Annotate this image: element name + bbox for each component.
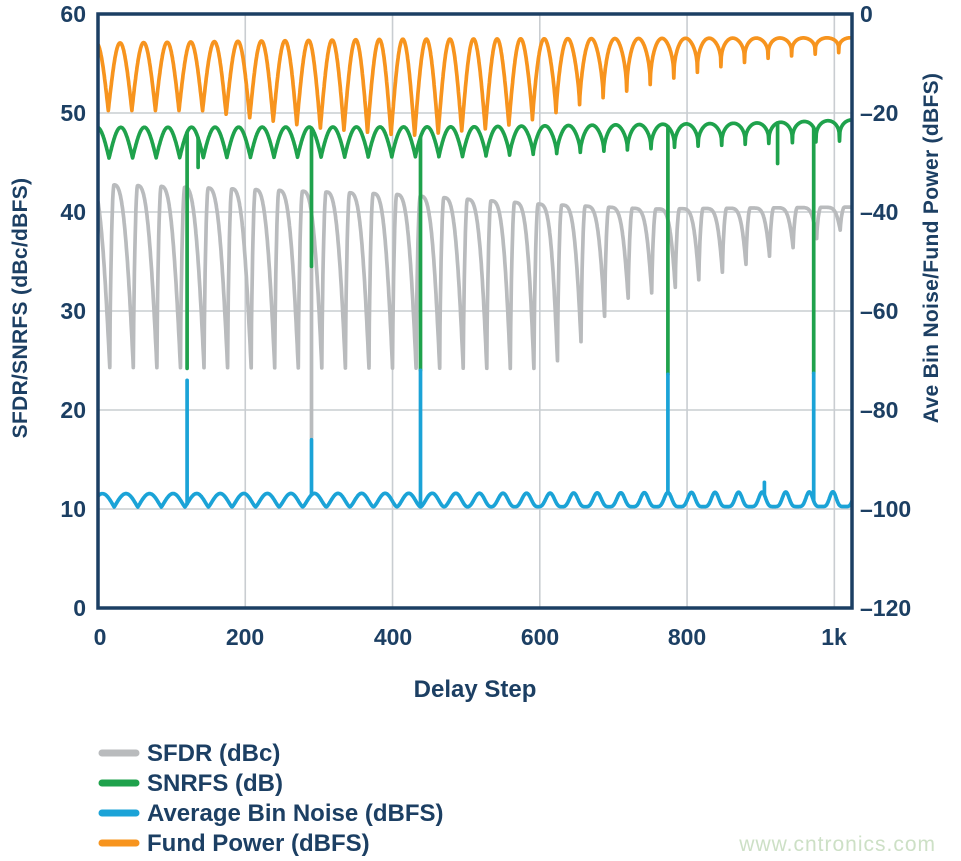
y-right-tick-80: –80 xyxy=(860,397,898,423)
series-line-1 xyxy=(99,118,851,160)
y-right-tick-100: –100 xyxy=(860,496,911,522)
y-right-tick-120: –120 xyxy=(860,595,911,621)
legend-label-bin-noise: Average Bin Noise (dBFS) xyxy=(147,800,444,827)
y-left-tick-labels: 60 50 40 30 20 10 0 xyxy=(60,1,86,621)
x-tick-800: 800 xyxy=(668,624,706,650)
legend-item-bin-noise: Average Bin Noise (dBFS) xyxy=(98,800,444,827)
x-axis-title: Delay Step xyxy=(414,676,537,703)
legend-label-sfdr: SFDR (dBc) xyxy=(147,740,280,767)
y-left-tick-50: 50 xyxy=(60,100,86,126)
x-tick-200: 200 xyxy=(226,624,264,650)
x-tick-0: 0 xyxy=(94,624,107,650)
gridlines xyxy=(98,14,852,608)
y-left-tick-20: 20 xyxy=(60,397,86,423)
plot-border xyxy=(96,12,854,610)
y-left-tick-30: 30 xyxy=(60,298,86,324)
legend-item-sfdr: SFDR (dBc) xyxy=(98,740,280,767)
series-line-2 xyxy=(99,489,851,509)
y-right-tick-40: –40 xyxy=(860,199,898,225)
y-left-tick-0: 0 xyxy=(73,595,86,621)
series-layer xyxy=(99,35,851,509)
y-left-axis-title: SFDR/SNRFS (dBc/dBFS) xyxy=(9,178,32,439)
x-tick-labels: 0 200 400 600 800 1k xyxy=(94,624,847,650)
y-right-tick-0: 0 xyxy=(860,1,873,27)
y-right-tick-labels: 0 –20 –40 –60 –80 –100 –120 xyxy=(860,1,911,621)
series-line-3 xyxy=(99,35,851,137)
x-tick-1k: 1k xyxy=(821,624,847,650)
legend-label-snrfs: SNRFS (dB) xyxy=(147,770,283,797)
y-right-axis-title: Ave Bin Noise/Fund Power (dBFS) xyxy=(920,73,943,423)
y-left-tick-10: 10 xyxy=(60,496,86,522)
watermark-text: www.cntronics.com xyxy=(738,833,936,856)
y-right-tick-60: –60 xyxy=(860,298,898,324)
legend-label-fund-power: Fund Power (dBFS) xyxy=(147,830,370,857)
legend-item-snrfs: SNRFS (dB) xyxy=(98,770,283,797)
x-tick-400: 400 xyxy=(374,624,412,650)
legend-item-fund-power: Fund Power (dBFS) xyxy=(98,830,370,857)
legend: SFDR (dBc) SNRFS (dB) Average Bin Noise … xyxy=(98,740,444,857)
y-left-tick-40: 40 xyxy=(60,199,86,225)
y-right-tick-20: –20 xyxy=(860,100,898,126)
series-line-0 xyxy=(99,182,851,371)
x-tick-600: 600 xyxy=(521,624,559,650)
y-left-tick-60: 60 xyxy=(60,1,86,27)
